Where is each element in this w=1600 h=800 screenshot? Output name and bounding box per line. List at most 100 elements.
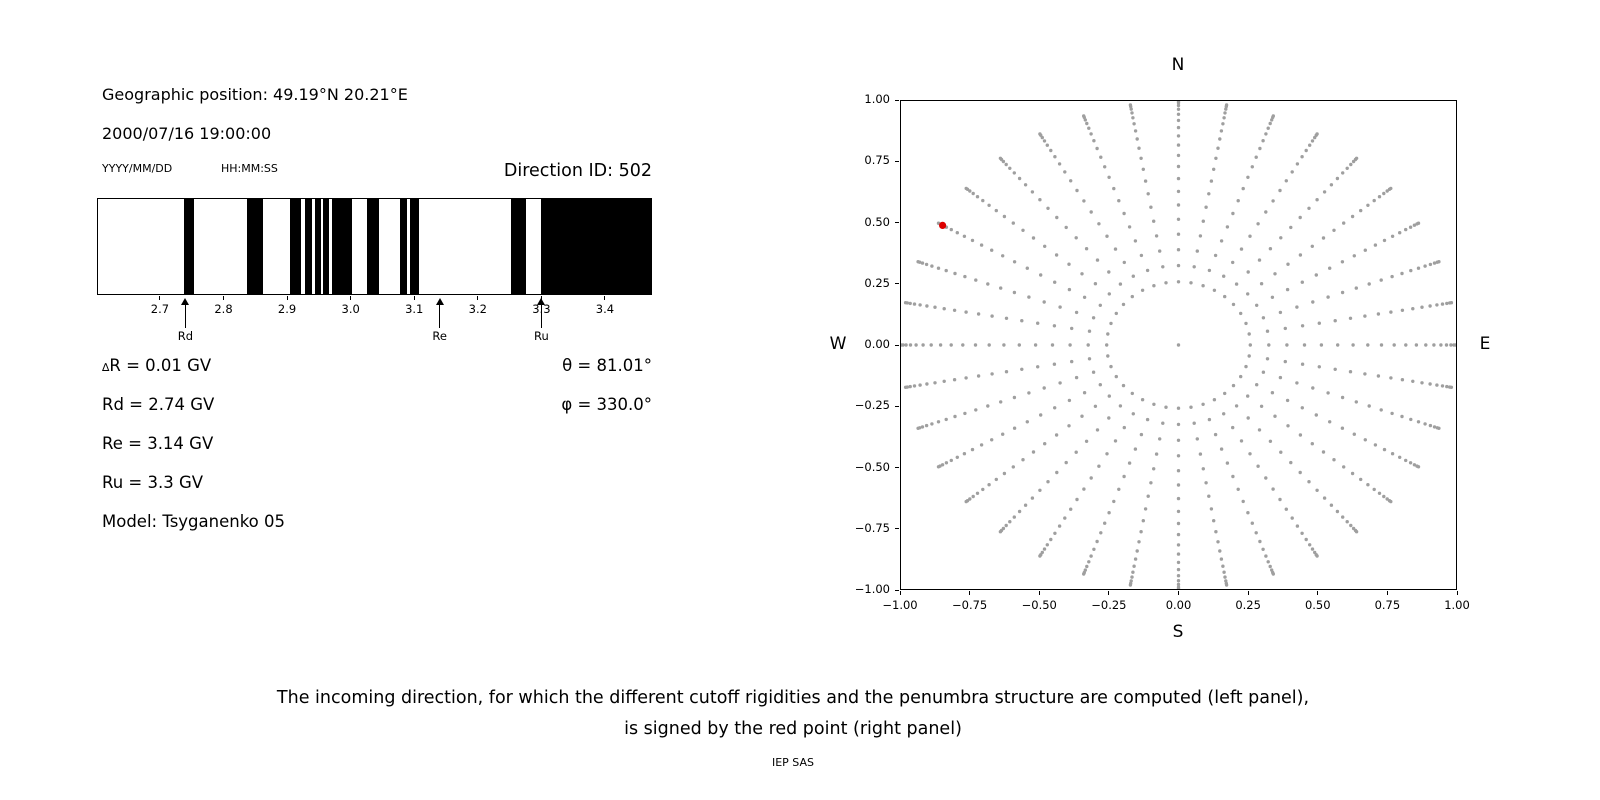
penumbra-tick-label: 3.2: [468, 302, 487, 316]
penumbra-band: [304, 199, 313, 294]
map-y-tick-label: −1.00: [854, 582, 890, 596]
penumbra-tick: [477, 296, 479, 300]
cutoff-arrow-label-rd: Rd: [177, 329, 193, 343]
map-y-tick: [895, 528, 899, 530]
penumbra-band: [409, 199, 420, 294]
penumbra-tick-label: 3.1: [405, 302, 424, 316]
penumbra-tick-label: 2.8: [214, 302, 233, 316]
compass-label-north: N: [1171, 55, 1185, 75]
cutoff-arrow-head: [537, 298, 546, 305]
cutoff-arrow-rd: [180, 298, 190, 328]
penumbra-tick: [223, 296, 224, 300]
param-delta-r-text: R = 0.01 GV: [109, 356, 212, 375]
penumbra-plot: [97, 198, 652, 295]
map-x-tick-label: 1.00: [1444, 598, 1470, 612]
penumbra-band: [246, 199, 263, 294]
param-re: Re = 3.14 GV: [102, 434, 214, 453]
penumbra-band: [399, 199, 408, 294]
map-x-tick-label: −1.00: [882, 598, 918, 612]
map-y-tick: [895, 344, 899, 346]
observation-datetime: 2000/07/16 19:00:00: [102, 124, 272, 143]
map-x-tick: [969, 591, 971, 595]
map-x-tick: [1178, 591, 1179, 595]
penumbra-bands-layer: [98, 199, 651, 294]
caption-line-1: The incoming direction, for which the di…: [276, 688, 1310, 708]
map-y-tick: [895, 589, 899, 591]
cutoff-arrow-head: [181, 298, 190, 305]
cutoff-arrow-label-re: Re: [432, 329, 447, 343]
penumbra-band: [315, 199, 321, 294]
penumbra-band: [541, 199, 651, 294]
map-y-tick-label: 1.00: [864, 92, 890, 106]
map-y-tick-label: 0.50: [864, 214, 890, 229]
map-x-tick: [899, 591, 901, 595]
cutoff-arrow-ru: [536, 298, 546, 328]
map-x-tick: [1108, 591, 1110, 595]
map-x-tick-label: 0.00: [1165, 598, 1192, 612]
compass-label-east: E: [1479, 334, 1491, 354]
map-x-tick: [1317, 591, 1319, 595]
map-x-tick: [1456, 591, 1458, 595]
cutoff-arrow-re: [435, 298, 445, 328]
penumbra-tick: [350, 296, 352, 300]
penumbra-tick-label: 3.0: [341, 302, 360, 316]
cutoff-arrow-stem: [540, 305, 543, 328]
map-x-tick-label: −0.50: [1021, 598, 1057, 612]
direction-map-plot: [900, 100, 1457, 590]
map-x-tick-label: −0.75: [952, 598, 988, 612]
map-x-tick-label: 0.75: [1374, 598, 1401, 612]
cutoff-arrow-label-ru: Ru: [533, 329, 549, 343]
penumbra-tick: [159, 296, 161, 300]
penumbra-tick: [604, 296, 606, 300]
penumbra-tick: [286, 296, 288, 300]
map-y-tick-label: 0.25: [864, 275, 890, 290]
cutoff-arrow-stem: [438, 305, 441, 328]
map-y-tick: [895, 160, 899, 162]
penumbra-band: [332, 199, 352, 294]
map-y-tick: [895, 222, 899, 223]
map-y-tick: [895, 283, 899, 285]
map-y-tick-label: −0.50: [854, 459, 890, 474]
penumbra-band: [367, 199, 380, 294]
map-y-tick: [895, 467, 899, 468]
penumbra-band: [511, 199, 526, 294]
map-x-tick-label: 0.25: [1235, 598, 1261, 612]
date-format-label: YYYY/MM/DD: [102, 162, 173, 175]
delta-symbol: ∆: [102, 361, 110, 374]
geo-position-text: Geographic position: 49.19°N 20.21°E: [102, 85, 408, 104]
penumbra-band: [289, 199, 302, 294]
penumbra-band: [184, 199, 194, 294]
penumbra-band: [322, 199, 330, 294]
cutoff-arrow-head: [435, 298, 444, 305]
param-model: Model: Tsyganenko 05: [102, 512, 286, 531]
penumbra-tick-label: 2.9: [277, 302, 297, 316]
theta-value: θ = 81.01°: [562, 356, 652, 375]
map-y-tick-label: −0.75: [854, 520, 890, 535]
time-format-label: HH:MM:SS: [221, 162, 278, 175]
param-delta-r: ∆R = 0.01 GV: [102, 356, 211, 375]
map-y-tick-label: 0.75: [864, 153, 890, 168]
direction-dot-grid: [901, 101, 1456, 589]
caption-line-2: is signed by the red point (right panel): [624, 719, 962, 739]
compass-label-west: W: [829, 334, 847, 354]
param-ru: Ru = 3.3 GV: [102, 473, 204, 492]
phi-value: φ = 330.0°: [561, 395, 652, 414]
penumbra-tick-label: 2.7: [150, 302, 170, 316]
map-x-tick-label: 0.50: [1304, 598, 1331, 612]
map-x-tick: [1386, 591, 1388, 595]
direction-id-label: Direction ID: 502: [503, 161, 652, 181]
compass-label-south: S: [1172, 622, 1184, 642]
map-x-tick: [1247, 591, 1249, 595]
credit-text: IEP SAS: [771, 756, 815, 769]
map-x-tick: [1038, 591, 1040, 595]
map-y-tick: [895, 99, 899, 101]
penumbra-tick-label: 3.4: [595, 302, 615, 316]
map-y-tick-label: −0.25: [854, 398, 890, 413]
red-point: [939, 221, 947, 229]
penumbra-tick: [413, 296, 415, 300]
direction-map-svg: [901, 101, 1456, 589]
map-y-tick-label: 0.00: [864, 337, 890, 351]
param-rd: Rd = 2.74 GV: [102, 395, 215, 414]
